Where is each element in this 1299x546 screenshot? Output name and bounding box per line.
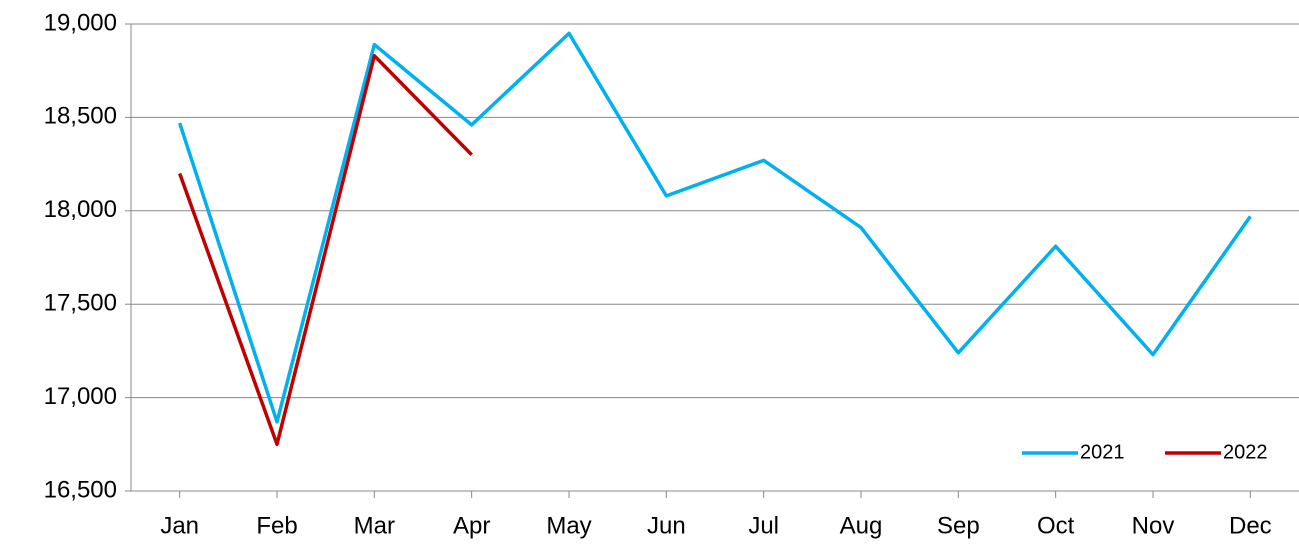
line-series <box>178 31 1252 424</box>
x-tick-label: Jun <box>647 512 686 539</box>
x-tick-label: Sep <box>937 512 980 539</box>
legend-label: 2021 <box>1080 441 1125 463</box>
legend-label: 2022 <box>1223 441 1268 463</box>
y-tick-label: 17,000 <box>44 383 117 410</box>
x-tick-label: Oct <box>1037 512 1075 539</box>
y-tick-label: 16,500 <box>44 476 117 503</box>
line-series <box>178 54 473 447</box>
y-tick-label: 18,000 <box>44 196 117 223</box>
x-tick-label: Dec <box>1229 512 1272 539</box>
x-tick-label: Nov <box>1132 512 1175 539</box>
y-tick-label: 17,500 <box>44 290 117 317</box>
x-tick-label: May <box>546 512 591 539</box>
x-tick-label: Apr <box>453 512 490 539</box>
y-tick-label: 19,000 <box>44 9 117 36</box>
x-tick-label: Feb <box>256 512 297 539</box>
x-tick-label: Jul <box>748 512 779 539</box>
x-tick-label: Aug <box>840 512 883 539</box>
x-tick-label: Jan <box>160 512 199 539</box>
y-tick-label: 18,500 <box>44 103 117 130</box>
x-tick-label: Mar <box>354 512 395 539</box>
